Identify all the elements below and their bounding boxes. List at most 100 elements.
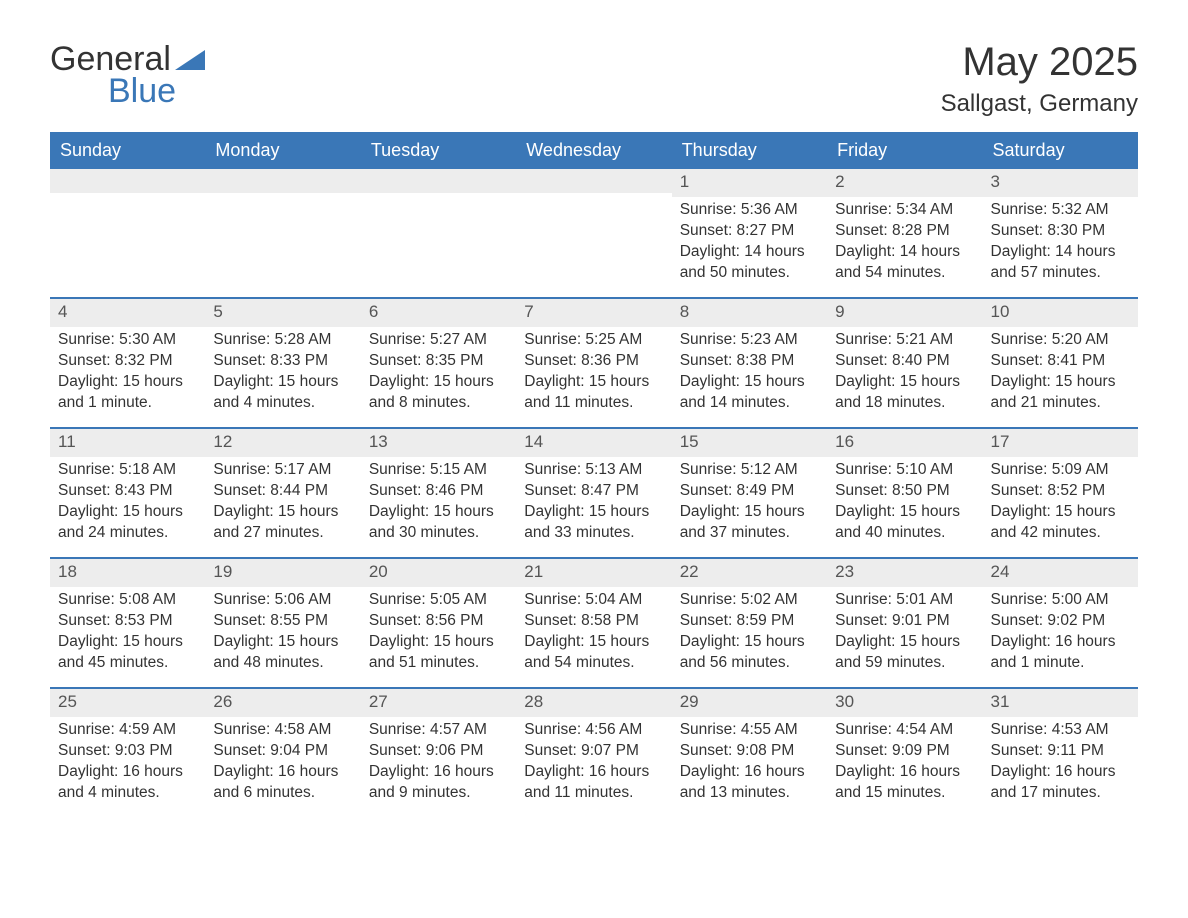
sunrise-text: Sunrise: 5:15 AM	[369, 460, 508, 481]
daylight2-text: and 15 minutes.	[835, 783, 974, 804]
day-details: Sunrise: 5:34 AMSunset: 8:28 PMDaylight:…	[827, 197, 982, 290]
daylight2-text: and 59 minutes.	[835, 653, 974, 674]
sunset-text: Sunset: 9:08 PM	[680, 741, 819, 762]
sunrise-text: Sunrise: 5:04 AM	[524, 590, 663, 611]
day-number: 24	[983, 559, 1138, 587]
day-details: Sunrise: 5:23 AMSunset: 8:38 PMDaylight:…	[672, 327, 827, 420]
day-number: 7	[516, 299, 671, 327]
day-details: Sunrise: 5:01 AMSunset: 9:01 PMDaylight:…	[827, 587, 982, 680]
sunset-text: Sunset: 9:09 PM	[835, 741, 974, 762]
day-cell	[50, 169, 205, 297]
day-cell	[361, 169, 516, 297]
day-cell: 28Sunrise: 4:56 AMSunset: 9:07 PMDayligh…	[516, 689, 671, 817]
daylight2-text: and 9 minutes.	[369, 783, 508, 804]
daylight1-text: Daylight: 15 hours	[213, 502, 352, 523]
daylight1-text: Daylight: 15 hours	[680, 632, 819, 653]
sunset-text: Sunset: 9:02 PM	[991, 611, 1130, 632]
sunset-text: Sunset: 8:58 PM	[524, 611, 663, 632]
sunset-text: Sunset: 8:49 PM	[680, 481, 819, 502]
day-number: 27	[361, 689, 516, 717]
day-details: Sunrise: 4:54 AMSunset: 9:09 PMDaylight:…	[827, 717, 982, 810]
day-number	[516, 169, 671, 193]
daylight1-text: Daylight: 15 hours	[213, 632, 352, 653]
logo-triangle-icon	[175, 42, 205, 76]
daylight1-text: Daylight: 16 hours	[835, 762, 974, 783]
daylight1-text: Daylight: 15 hours	[680, 502, 819, 523]
sunrise-text: Sunrise: 4:59 AM	[58, 720, 197, 741]
sunrise-text: Sunrise: 5:02 AM	[680, 590, 819, 611]
day-number: 31	[983, 689, 1138, 717]
sunset-text: Sunset: 8:59 PM	[680, 611, 819, 632]
day-cell: 23Sunrise: 5:01 AMSunset: 9:01 PMDayligh…	[827, 559, 982, 687]
day-details: Sunrise: 5:04 AMSunset: 8:58 PMDaylight:…	[516, 587, 671, 680]
sunset-text: Sunset: 8:46 PM	[369, 481, 508, 502]
day-cell: 9Sunrise: 5:21 AMSunset: 8:40 PMDaylight…	[827, 299, 982, 427]
sunset-text: Sunset: 8:47 PM	[524, 481, 663, 502]
day-cell: 26 Sunrise: 4:58 AMSunset: 9:04 PMDayligh…	[205, 689, 360, 817]
daylight1-text: Daylight: 15 hours	[835, 502, 974, 523]
daylight1-text: Daylight: 16 hours	[58, 762, 197, 783]
day-number: 23	[827, 559, 982, 587]
day-details: Sunrise: 4:57 AMSunset: 9:06 PMDaylight:…	[361, 717, 516, 810]
day-number: 2	[827, 169, 982, 197]
day-cell: 27Sunrise: 4:57 AMSunset: 9:06 PMDayligh…	[361, 689, 516, 817]
day-number: 8	[672, 299, 827, 327]
sunset-text: Sunset: 8:56 PM	[369, 611, 508, 632]
logo: General Blue	[50, 40, 205, 108]
sunset-text: Sunset: 8:38 PM	[680, 351, 819, 372]
day-details: Sunrise: 5:28 AMSunset: 8:33 PMDaylight:…	[205, 327, 360, 420]
day-number: 11	[50, 429, 205, 457]
day-number: 18	[50, 559, 205, 587]
weekday-header: Friday	[827, 134, 982, 169]
day-cell: 2Sunrise: 5:34 AMSunset: 8:28 PMDaylight…	[827, 169, 982, 297]
daylight2-text: and 56 minutes.	[680, 653, 819, 674]
daylight1-text: Daylight: 15 hours	[835, 372, 974, 393]
daylight1-text: Daylight: 15 hours	[58, 372, 197, 393]
day-details: Sunrise: 5:17 AMSunset: 8:44 PMDaylight:…	[205, 457, 360, 550]
day-number: 5	[205, 299, 360, 327]
day-number	[50, 169, 205, 193]
location-label: Sallgast, Germany	[941, 90, 1138, 118]
sunrise-text: Sunrise: 5:28 AM	[213, 330, 352, 351]
day-number: 14	[516, 429, 671, 457]
calendar-page: General Blue May 2025 Sallgast, Germany …	[0, 0, 1188, 918]
daylight1-text: Daylight: 16 hours	[991, 762, 1130, 783]
daylight2-text: and 42 minutes.	[991, 523, 1130, 544]
week-row: 1Sunrise: 5:36 AMSunset: 8:27 PMDaylight…	[50, 169, 1138, 297]
day-details: Sunrise: 5:13 AMSunset: 8:47 PMDaylight:…	[516, 457, 671, 550]
sunrise-text: Sunrise: 5:17 AM	[213, 460, 352, 481]
day-number: 17	[983, 429, 1138, 457]
day-cell: 4Sunrise: 5:30 AMSunset: 8:32 PMDaylight…	[50, 299, 205, 427]
day-number: 26	[205, 689, 360, 717]
daylight1-text: Daylight: 15 hours	[58, 632, 197, 653]
day-cell: 21Sunrise: 5:04 AMSunset: 8:58 PMDayligh…	[516, 559, 671, 687]
daylight2-text: and 54 minutes.	[524, 653, 663, 674]
sunrise-text: Sunrise: 5:18 AM	[58, 460, 197, 481]
week-row: 4Sunrise: 5:30 AMSunset: 8:32 PMDaylight…	[50, 297, 1138, 427]
day-details: Sunrise: 5:09 AMSunset: 8:52 PMDaylight:…	[983, 457, 1138, 550]
sunset-text: Sunset: 8:52 PM	[991, 481, 1130, 502]
day-number: 29	[672, 689, 827, 717]
sunset-text: Sunset: 9:04 PM	[213, 741, 352, 762]
daylight1-text: Daylight: 16 hours	[213, 762, 352, 783]
day-cell: 12Sunrise: 5:17 AMSunset: 8:44 PMDayligh…	[205, 429, 360, 557]
day-details: Sunrise: 4:55 AMSunset: 9:08 PMDaylight:…	[672, 717, 827, 810]
daylight1-text: Daylight: 16 hours	[991, 632, 1130, 653]
daylight2-text: and 50 minutes.	[680, 263, 819, 284]
sunrise-text: Sunrise: 5:21 AM	[835, 330, 974, 351]
sunrise-text: Sunrise: 5:20 AM	[991, 330, 1130, 351]
daylight1-text: Daylight: 15 hours	[991, 502, 1130, 523]
day-cell: 11Sunrise: 5:18 AMSunset: 8:43 PMDayligh…	[50, 429, 205, 557]
daylight2-text: and 13 minutes.	[680, 783, 819, 804]
day-number: 16	[827, 429, 982, 457]
sunset-text: Sunset: 8:27 PM	[680, 221, 819, 242]
day-details: Sunrise: 5:08 AMSunset: 8:53 PMDaylight:…	[50, 587, 205, 680]
daylight1-text: Daylight: 15 hours	[991, 372, 1130, 393]
daylight2-text: and 51 minutes.	[369, 653, 508, 674]
sunrise-text: Sunrise: 4:58 AM	[213, 720, 352, 741]
day-details: Sunrise: 5:18 AMSunset: 8:43 PMDaylight:…	[50, 457, 205, 550]
day-number: 13	[361, 429, 516, 457]
daylight1-text: Daylight: 15 hours	[524, 632, 663, 653]
day-number: 19	[205, 559, 360, 587]
day-details: Sunrise: 5:20 AMSunset: 8:41 PMDaylight:…	[983, 327, 1138, 420]
